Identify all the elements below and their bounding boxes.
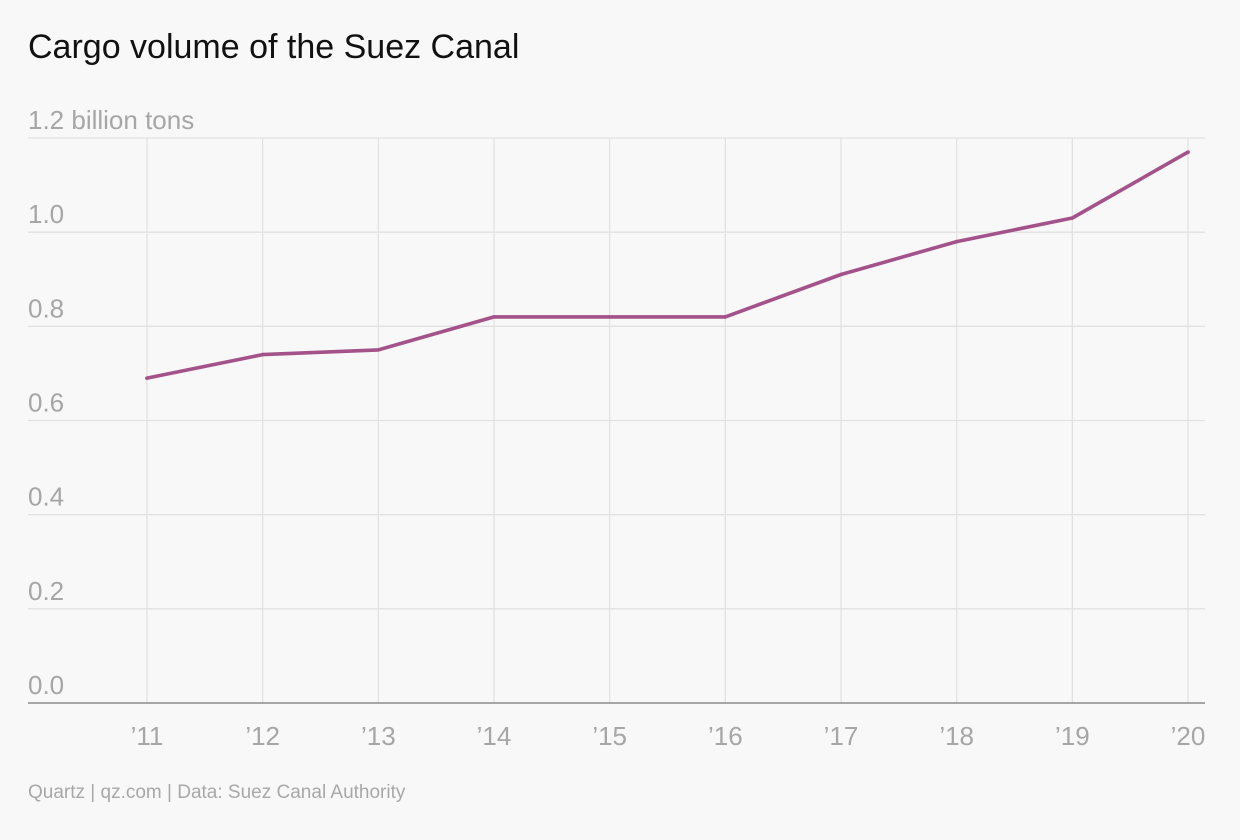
- data-point: [376, 348, 381, 352]
- x-tick-label: ’15: [592, 721, 627, 751]
- x-tick-label: ’20: [1171, 721, 1206, 751]
- data-point: [954, 239, 959, 244]
- y-tick-label: 0.2: [28, 576, 64, 606]
- x-tick-label: ’17: [824, 721, 859, 751]
- x-tick-label: ’19: [1055, 721, 1090, 751]
- axis-tick-labels: 0.0 0.2 0.4 0.6 0.8 1.0 1.2 billion tons ’11 ’12…: [28, 105, 1205, 751]
- grid-lines: [28, 137, 1205, 704]
- y-tick-label: 1.0: [28, 199, 64, 229]
- series-layer: [145, 150, 1190, 380]
- data-point: [1186, 150, 1190, 154]
- y-tick-label: 0.0: [28, 670, 64, 700]
- data-point: [492, 315, 496, 319]
- series-line: [145, 150, 1190, 380]
- y-tick-label: 0.4: [28, 482, 64, 512]
- y-tick-label: 0.8: [28, 293, 64, 323]
- x-tick-label: ’12: [245, 721, 280, 751]
- data-point: [145, 376, 149, 380]
- x-tick-label: ’13: [361, 721, 396, 751]
- x-tick-label: ’11: [131, 721, 164, 751]
- x-tick-label: ’16: [708, 721, 743, 751]
- data-point: [839, 272, 843, 277]
- x-tick-label: ’14: [477, 721, 512, 751]
- y-tick-label: 0.6: [28, 388, 64, 418]
- data-point: [260, 352, 265, 357]
- source-footer: Quartz | qz.com | Data: Suez Canal Autho…: [28, 782, 406, 803]
- data-point: [723, 315, 728, 319]
- data-point: [607, 315, 612, 319]
- y-unit-label: 1.2 billion tons: [28, 105, 194, 135]
- data-point: [1070, 216, 1075, 220]
- chart-title: Cargo volume of the Suez Canal: [28, 28, 520, 66]
- x-tick-label: ’18: [939, 721, 974, 751]
